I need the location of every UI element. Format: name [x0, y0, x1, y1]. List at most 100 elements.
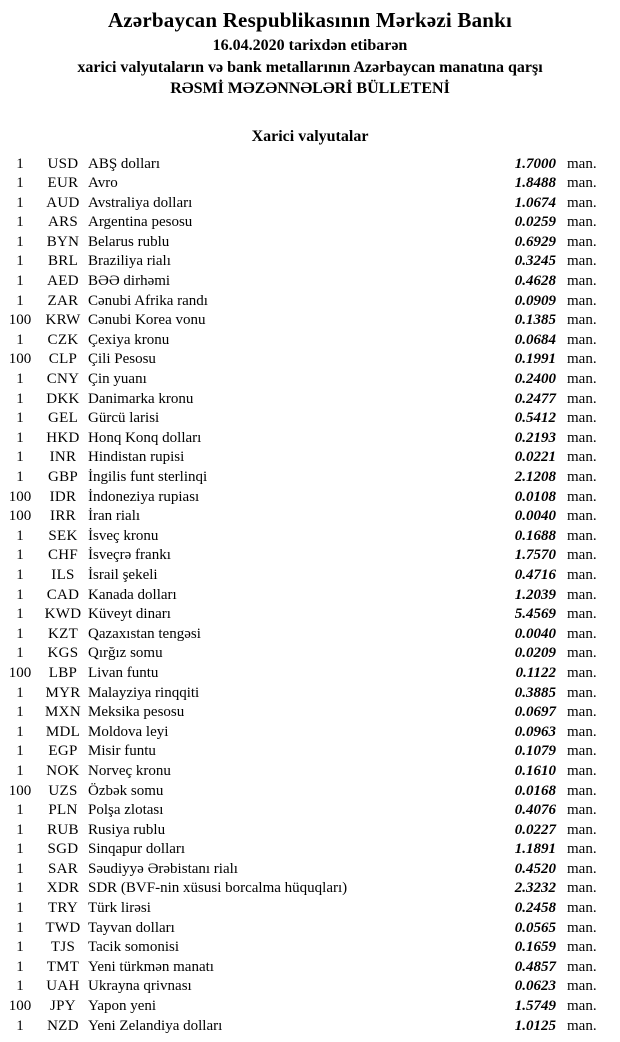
qty-cell: 1	[16, 606, 24, 623]
code-cell: EGP	[48, 743, 78, 760]
rate-cell: 0.1385	[514, 312, 556, 329]
qty-cell: 1	[16, 958, 24, 975]
rate-cell: 1.0674	[514, 194, 556, 211]
table-row: 1 EGP Misir funtu 0.1079 man.	[0, 742, 620, 762]
name-cell: Braziliya rialı	[88, 253, 171, 270]
rate-cell: 0.4628	[514, 273, 556, 290]
table-row: 100 IDR İndoneziya rupiası 0.0108 man.	[0, 488, 620, 508]
qty-cell: 100	[8, 312, 32, 329]
name-cell: Avstraliya dolları	[88, 194, 193, 211]
name-cell: Moldova leyi	[88, 723, 169, 740]
name-cell: Özbək somu	[88, 782, 164, 799]
unit-cell: man.	[567, 684, 597, 701]
unit-cell: man.	[567, 1017, 597, 1034]
code-cell: JPY	[50, 998, 76, 1015]
name-cell: İran rialı	[88, 508, 141, 525]
unit-cell: man.	[567, 743, 597, 760]
name-cell: Gürcü larisi	[88, 410, 160, 427]
name-cell: Tayvan dolları	[88, 919, 175, 936]
name-cell: İsveç kronu	[88, 527, 159, 544]
name-cell: Misir funtu	[88, 743, 156, 760]
rate-cell: 1.1891	[514, 841, 556, 858]
bulletin-title: RƏSMİ MƏZƏNNƏLƏRİ BÜLLETENİ	[170, 80, 450, 97]
unit-cell: man.	[567, 704, 597, 721]
rate-cell: 0.3885	[514, 684, 556, 701]
table-row: 1 GBP İngilis funt sterlinqi 2.1208 man.	[0, 468, 620, 488]
name-cell: Ukrayna qrivnası	[88, 978, 192, 995]
table-row: 100 CLP Çili Pesosu 0.1991 man.	[0, 350, 620, 370]
unit-cell: man.	[567, 508, 597, 525]
rate-cell: 0.0108	[514, 488, 556, 505]
code-cell: NZD	[47, 1017, 79, 1034]
code-cell: NOK	[46, 762, 80, 779]
code-cell: HKD	[46, 429, 80, 446]
rate-cell: 0.0227	[514, 821, 556, 838]
table-row: 1 SEK İsveç kronu 0.1688 man.	[0, 527, 620, 547]
rate-cell: 0.0684	[514, 331, 556, 348]
qty-cell: 1	[16, 1017, 24, 1034]
qty-cell: 1	[16, 547, 24, 564]
qty-cell: 1	[16, 371, 24, 388]
rate-cell: 0.0697	[514, 704, 556, 721]
name-cell: Yapon yeni	[88, 998, 157, 1015]
table-row: 1 SAR Səudiyyə Ərəbistanı rialı 0.4520 m…	[0, 860, 620, 880]
name-cell: İsrail şekeli	[88, 566, 158, 583]
table-row: 1 INR Hindistan rupisi 0.0221 man.	[0, 448, 620, 468]
rate-cell: 0.1688	[514, 527, 556, 544]
unit-cell: man.	[567, 175, 597, 192]
table-row: 1 BRL Braziliya rialı 0.3245 man.	[0, 252, 620, 272]
code-cell: DKK	[46, 390, 80, 407]
qty-cell: 1	[16, 900, 24, 917]
code-cell: CAD	[46, 586, 80, 603]
qty-cell: 1	[16, 743, 24, 760]
qty-cell: 1	[16, 704, 24, 721]
qty-cell: 1	[16, 645, 24, 662]
table-row: 100 IRR İran rialı 0.0040 man.	[0, 507, 620, 527]
code-cell: CLP	[48, 351, 78, 368]
name-cell: Cənubi Korea vonu	[88, 312, 206, 329]
table-row: 1 HKD Honq Konq dolları 0.2193 man.	[0, 429, 620, 449]
table-row: 1 RUB Rusiya rublu 0.0227 man.	[0, 821, 620, 841]
unit-cell: man.	[567, 273, 597, 290]
bulletin-subtitle: xarici valyutaların və bank metallarının…	[77, 58, 543, 76]
qty-cell: 1	[16, 527, 24, 544]
table-row: 1 ARS Argentina pesosu 0.0259 man.	[0, 213, 620, 233]
rate-cell: 0.1991	[514, 351, 556, 368]
qty-cell: 1	[16, 919, 24, 936]
qty-cell: 1	[16, 429, 24, 446]
qty-cell: 1	[16, 175, 24, 192]
section-title-foreign-currencies: Xarici valyutalar	[251, 127, 369, 145]
qty-cell: 1	[16, 273, 24, 290]
rate-cell: 5.4569	[514, 606, 556, 623]
unit-cell: man.	[567, 880, 597, 897]
rate-cell: 0.0623	[514, 978, 556, 995]
code-cell: PLN	[48, 802, 78, 819]
qty-cell: 1	[16, 233, 24, 250]
unit-cell: man.	[567, 978, 597, 995]
unit-cell: man.	[567, 645, 597, 662]
unit-cell: man.	[567, 919, 597, 936]
rate-cell: 2.1208	[514, 469, 556, 485]
rate-cell: 1.7000	[514, 155, 556, 172]
rate-cell: 0.1079	[514, 743, 556, 760]
unit-cell: man.	[567, 233, 597, 250]
unit-cell: man.	[567, 625, 597, 642]
name-cell: Rusiya rublu	[88, 821, 166, 838]
rate-cell: 0.4857	[514, 958, 556, 975]
unit-cell: man.	[567, 939, 597, 956]
qty-cell: 1	[16, 723, 24, 740]
name-cell: İndoneziya rupiası	[88, 488, 200, 505]
table-row: 1 BYN Belarus rublu 0.6929 man.	[0, 233, 620, 253]
unit-cell: man.	[567, 371, 597, 388]
unit-cell: man.	[567, 762, 597, 779]
table-row: 1 USD ABŞ dolları 1.7000 man.	[0, 155, 620, 175]
qty-cell: 1	[16, 292, 24, 309]
table-row: 1 KGS Qırğız somu 0.0209 man.	[0, 644, 620, 664]
rates-table: 1 USD ABŞ dolları 1.7000 man. 1 EUR Avro…	[0, 155, 620, 1037]
unit-cell: man.	[567, 723, 597, 740]
rate-cell: 1.5749	[514, 998, 556, 1015]
code-cell: TMT	[46, 958, 80, 975]
code-cell: IRR	[50, 508, 76, 525]
table-row: 1 TRY Türk lirəsi 0.2458 man.	[0, 899, 620, 919]
qty-cell: 1	[16, 939, 24, 956]
